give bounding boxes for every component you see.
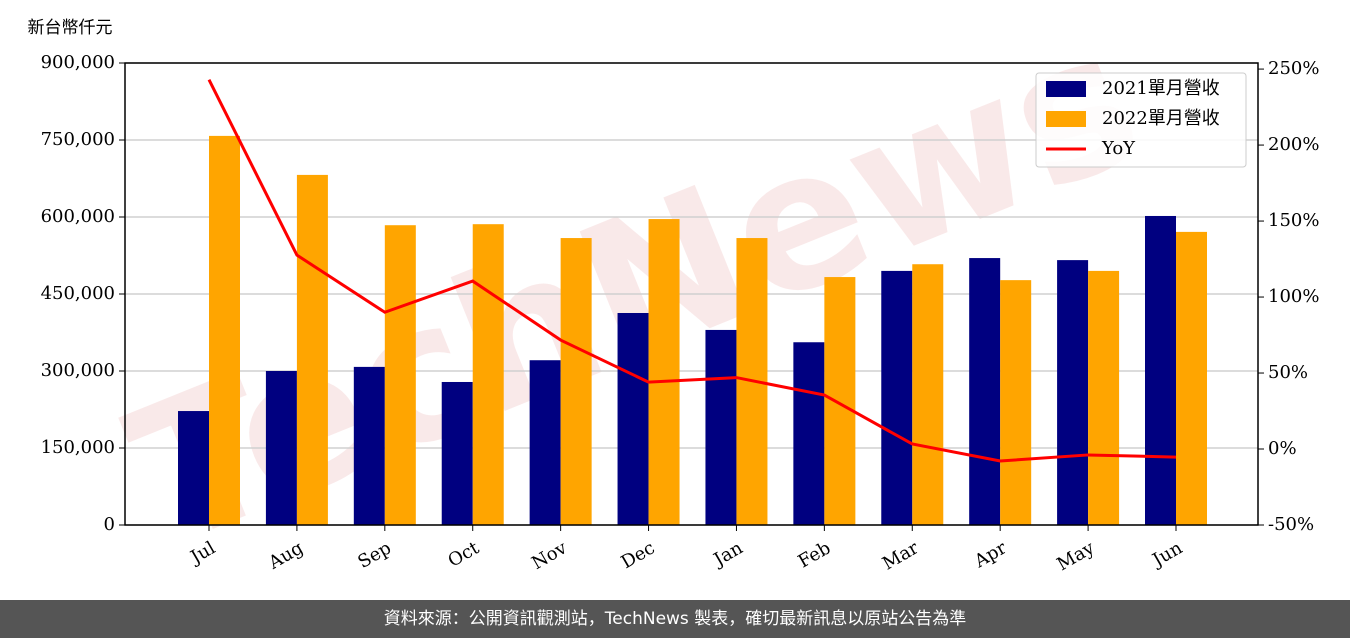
bar — [648, 219, 680, 525]
x-tick-label: Jun — [1147, 537, 1186, 572]
bar — [1088, 270, 1120, 525]
plot-frame — [124, 62, 1259, 526]
bar — [824, 277, 856, 525]
x-tick-label: Dec — [618, 537, 659, 573]
x-tick-label: Apr — [970, 537, 1010, 572]
y2-tick-label: 200% — [1268, 134, 1319, 155]
y-axis-label: 新台幣仟元 — [28, 18, 113, 38]
x-tick-label: May — [1054, 537, 1099, 575]
y2-tick-label: -50% — [1268, 514, 1314, 535]
x-tick-label: Oct — [444, 537, 483, 572]
bar — [912, 264, 944, 525]
bar — [1145, 215, 1176, 525]
legend-swatch — [1046, 81, 1086, 97]
legend-swatch — [1046, 111, 1086, 127]
footer: 資料來源：公開資訊觀測站，TechNews 製表，確切最新訊息以原站公告為準 — [384, 609, 966, 629]
legend-label: YoY — [1101, 138, 1136, 159]
bar — [529, 360, 561, 525]
x-tick-label: Jan — [709, 537, 747, 571]
y-tick-label: 300,000 — [41, 360, 115, 381]
bar — [881, 270, 913, 525]
bar — [178, 411, 209, 525]
bar — [265, 371, 297, 525]
y-tick-label: 600,000 — [41, 206, 115, 227]
bar — [472, 224, 504, 526]
bar — [705, 329, 737, 525]
y2-tick-label: 150% — [1268, 210, 1319, 231]
x-tick-label: Mar — [879, 537, 923, 574]
legend-label: 2022單月營收 — [1102, 108, 1220, 129]
y-tick-label: 150,000 — [41, 437, 115, 458]
x-tick-label: Sep — [354, 537, 394, 572]
y-tick-label: 450,000 — [41, 283, 115, 304]
y-tick-label: 0 — [104, 514, 115, 535]
y2-tick-label: 0% — [1268, 438, 1297, 459]
legend-box — [1035, 72, 1247, 168]
y2-tick-label: 50% — [1268, 362, 1308, 383]
bar — [441, 381, 473, 525]
bar — [1000, 280, 1032, 525]
bar — [560, 238, 592, 525]
bar — [793, 342, 825, 525]
bar — [353, 366, 385, 525]
bar — [1176, 231, 1207, 526]
y-tick-label: 750,000 — [41, 129, 115, 150]
y-tick-label: 900,000 — [41, 52, 115, 73]
bar — [1057, 260, 1089, 525]
y2-tick-label: 250% — [1268, 58, 1319, 79]
bar — [617, 312, 649, 525]
x-tick-label: Feb — [795, 537, 835, 572]
bar — [384, 225, 416, 526]
bar — [209, 135, 240, 526]
bar — [969, 258, 1001, 525]
x-tick-label: Nov — [528, 537, 571, 574]
footer-band — [0, 600, 1350, 638]
line — [207, 79, 1177, 463]
bar — [296, 174, 328, 525]
y2-tick-label: 100% — [1268, 286, 1319, 307]
legend-label: 2021單月營收 — [1102, 78, 1220, 99]
